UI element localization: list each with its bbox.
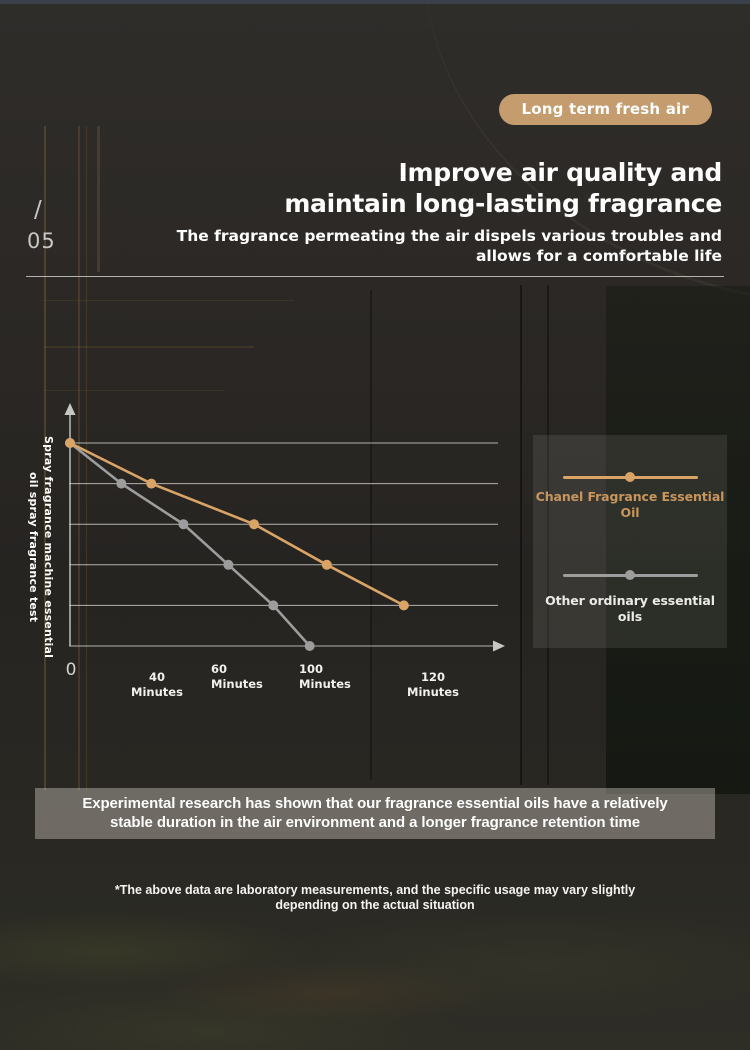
- page-title: Improve air quality and maintain long-la…: [284, 157, 722, 219]
- top-strip: [0, 0, 750, 4]
- page-title-line2: maintain long-lasting fragrance: [284, 189, 722, 218]
- glass-panel-decor: [520, 285, 522, 785]
- page-subtitle-line1: The fragrance permeating the air dispels…: [176, 227, 722, 245]
- x-tick-60: 60 Minutes: [211, 662, 263, 691]
- disclaimer-line1: *The above data are laboratory measureme…: [114, 883, 636, 897]
- page-index-slash: /: [34, 197, 42, 223]
- legend-dot-swatch: [625, 472, 635, 482]
- page-subtitle: The fragrance permeating the air dispels…: [177, 226, 722, 266]
- line-chart: [64, 403, 505, 652]
- marble-water-decor: [0, 912, 750, 1050]
- page-subtitle-line2: allows for a comfortable life: [475, 247, 722, 265]
- feature-badge: Long term fresh air: [498, 94, 712, 125]
- legend-label: Other ordinary essential oils: [545, 593, 715, 624]
- x-tick-100: 100 Minutes: [299, 662, 351, 691]
- legend-dot-swatch: [625, 570, 635, 580]
- disclaimer-line2: depending on the actual situation: [275, 897, 475, 912]
- x-tick-120: 120 Minutes: [407, 670, 459, 699]
- chart-y-axis-title: Spray fragrance machine essential oil sp…: [27, 435, 55, 659]
- conclusion-banner: Experimental research has shown that our…: [35, 788, 715, 839]
- conclusion-banner-line1: Experimental research has shown that our…: [82, 795, 668, 812]
- shelf-frame-decor: [44, 390, 224, 391]
- disclaimer-footnote: *The above data are laboratory measureme…: [0, 883, 750, 912]
- section-divider: [26, 276, 724, 277]
- shelf-frame-decor: [44, 300, 294, 301]
- x-tick-40: 40 Minutes: [131, 670, 183, 699]
- shelf-frame-decor: [97, 126, 100, 272]
- shelf-frame-decor: [44, 346, 254, 348]
- legend-label: Chanel Fragrance Essential Oil: [535, 489, 725, 520]
- page-title-line1: Improve air quality and: [398, 158, 723, 187]
- x-tick-0: 0: [65, 660, 77, 680]
- chart-legend: Chanel Fragrance Essential Oil Other ord…: [533, 435, 727, 648]
- conclusion-banner-line2: stable duration in the air environment a…: [110, 813, 640, 831]
- page-index-number: 05: [27, 229, 56, 253]
